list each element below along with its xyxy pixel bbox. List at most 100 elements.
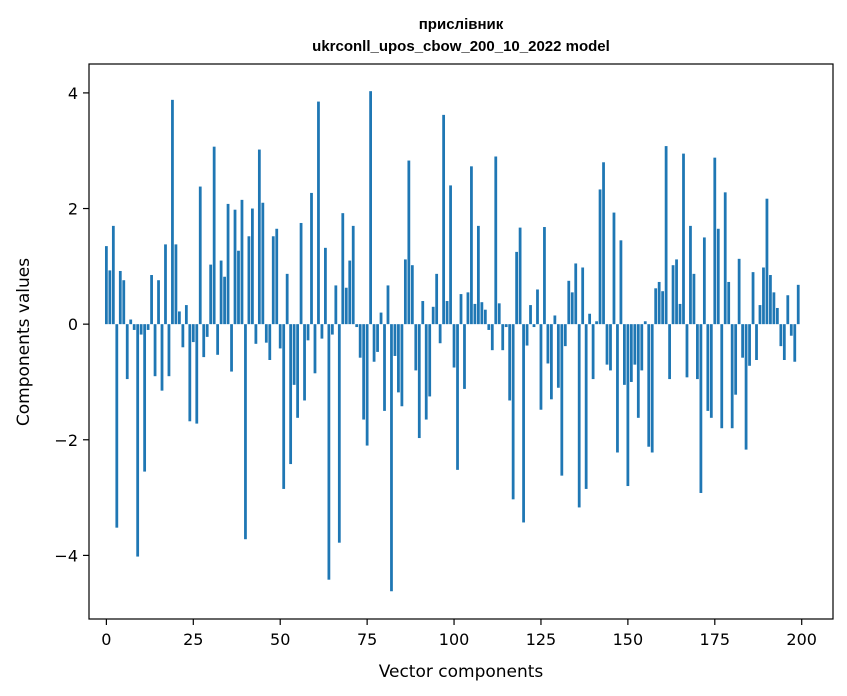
bar bbox=[247, 236, 251, 325]
bar bbox=[184, 305, 188, 325]
bar bbox=[202, 324, 206, 358]
bar bbox=[518, 227, 522, 325]
bar bbox=[390, 324, 393, 592]
bar bbox=[174, 244, 178, 325]
x-tick-label: 75 bbox=[357, 630, 377, 649]
bar bbox=[734, 324, 738, 395]
bar bbox=[379, 312, 383, 325]
bar bbox=[755, 324, 758, 360]
bar bbox=[553, 315, 557, 325]
bar bbox=[452, 324, 456, 368]
bar bbox=[108, 270, 112, 325]
bar bbox=[650, 324, 654, 453]
bar bbox=[796, 284, 800, 325]
bar bbox=[470, 166, 473, 325]
bar bbox=[762, 267, 765, 325]
bar bbox=[692, 273, 696, 325]
bar bbox=[292, 324, 296, 385]
bar bbox=[779, 324, 783, 347]
x-tick-label: 25 bbox=[183, 630, 203, 649]
bar bbox=[358, 324, 362, 358]
y-axis-ticks: −4 −2 0 2 4 bbox=[54, 84, 89, 565]
bar bbox=[115, 324, 119, 528]
bar bbox=[730, 324, 734, 429]
bar bbox=[494, 156, 498, 325]
bar bbox=[682, 153, 685, 325]
bar bbox=[741, 324, 744, 358]
bar bbox=[473, 303, 477, 325]
bar bbox=[271, 236, 275, 325]
bar bbox=[476, 225, 480, 325]
bar bbox=[536, 289, 539, 325]
bar bbox=[257, 149, 261, 325]
bar bbox=[372, 324, 376, 362]
bar bbox=[623, 324, 626, 385]
y-axis-label: Components values bbox=[14, 258, 34, 426]
bar bbox=[550, 324, 553, 400]
bar bbox=[577, 324, 581, 508]
bar bbox=[386, 285, 390, 325]
bar bbox=[244, 324, 247, 540]
bar bbox=[278, 324, 282, 349]
bar bbox=[393, 324, 397, 356]
bar bbox=[320, 324, 324, 339]
y-tick-label: 0 bbox=[68, 315, 78, 334]
bar bbox=[289, 324, 293, 465]
bar bbox=[529, 305, 532, 325]
bar bbox=[522, 324, 525, 523]
bar bbox=[504, 324, 508, 328]
bar bbox=[351, 225, 355, 325]
bar bbox=[139, 324, 143, 335]
bar bbox=[612, 212, 616, 325]
bar bbox=[296, 324, 299, 418]
bar bbox=[122, 280, 126, 325]
bar bbox=[435, 273, 439, 325]
bar bbox=[459, 294, 463, 325]
bar bbox=[466, 292, 470, 325]
bar bbox=[654, 288, 658, 325]
bar bbox=[720, 324, 724, 429]
bar bbox=[188, 324, 192, 422]
bar bbox=[344, 287, 348, 325]
bar bbox=[442, 114, 446, 325]
bar bbox=[633, 324, 637, 365]
bar bbox=[456, 324, 459, 470]
bar bbox=[525, 324, 529, 346]
bar bbox=[560, 324, 564, 476]
bar bbox=[153, 324, 157, 377]
bar bbox=[376, 324, 379, 352]
bar bbox=[563, 324, 567, 347]
bar bbox=[178, 311, 181, 325]
bar bbox=[261, 202, 265, 325]
bar bbox=[341, 213, 345, 325]
bar bbox=[515, 251, 519, 325]
bars-group bbox=[104, 91, 800, 592]
y-tick-label: 4 bbox=[68, 84, 78, 103]
bar bbox=[111, 225, 115, 325]
bar bbox=[668, 324, 671, 380]
bar bbox=[150, 275, 153, 325]
bar bbox=[591, 324, 595, 380]
bar bbox=[609, 324, 612, 371]
bar bbox=[407, 160, 411, 325]
bar bbox=[143, 324, 147, 472]
bar bbox=[424, 324, 428, 420]
bar bbox=[449, 185, 452, 325]
bar bbox=[306, 324, 310, 341]
bar bbox=[299, 222, 303, 325]
bar bbox=[397, 324, 400, 393]
bar bbox=[501, 324, 505, 351]
bar bbox=[223, 276, 226, 325]
bar bbox=[160, 324, 164, 391]
bar bbox=[508, 324, 512, 401]
bar bbox=[696, 324, 699, 380]
bar bbox=[581, 267, 585, 325]
bar bbox=[539, 324, 543, 410]
bar bbox=[167, 324, 171, 377]
bar bbox=[775, 307, 779, 325]
bar bbox=[671, 265, 675, 325]
bar bbox=[685, 324, 689, 378]
x-axis-label: Vector components bbox=[379, 662, 544, 682]
bar bbox=[463, 324, 466, 389]
bar bbox=[330, 324, 334, 335]
